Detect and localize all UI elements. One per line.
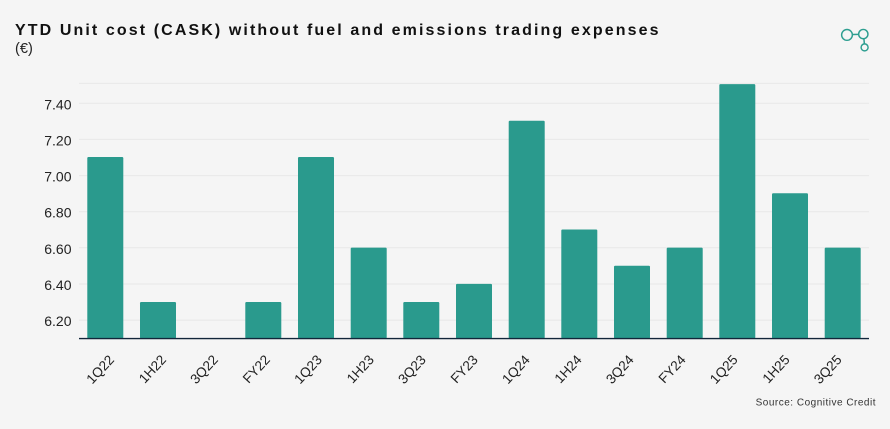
svg-text:6.20: 6.20 bbox=[44, 313, 71, 329]
svg-text:7.00: 7.00 bbox=[44, 169, 71, 185]
svg-text:7.20: 7.20 bbox=[44, 132, 71, 148]
svg-text:6.60: 6.60 bbox=[44, 241, 71, 257]
svg-text:6.80: 6.80 bbox=[44, 205, 71, 221]
svg-text:7.40: 7.40 bbox=[44, 96, 71, 112]
svg-text:YTD Unit cost (CASK) without f: YTD Unit cost (CASK) without fuel and em… bbox=[15, 22, 661, 39]
svg-text:Source: Cognitive Credit: Source: Cognitive Credit bbox=[756, 398, 876, 409]
svg-text:(€): (€) bbox=[15, 41, 33, 57]
svg-text:6.40: 6.40 bbox=[44, 277, 71, 293]
